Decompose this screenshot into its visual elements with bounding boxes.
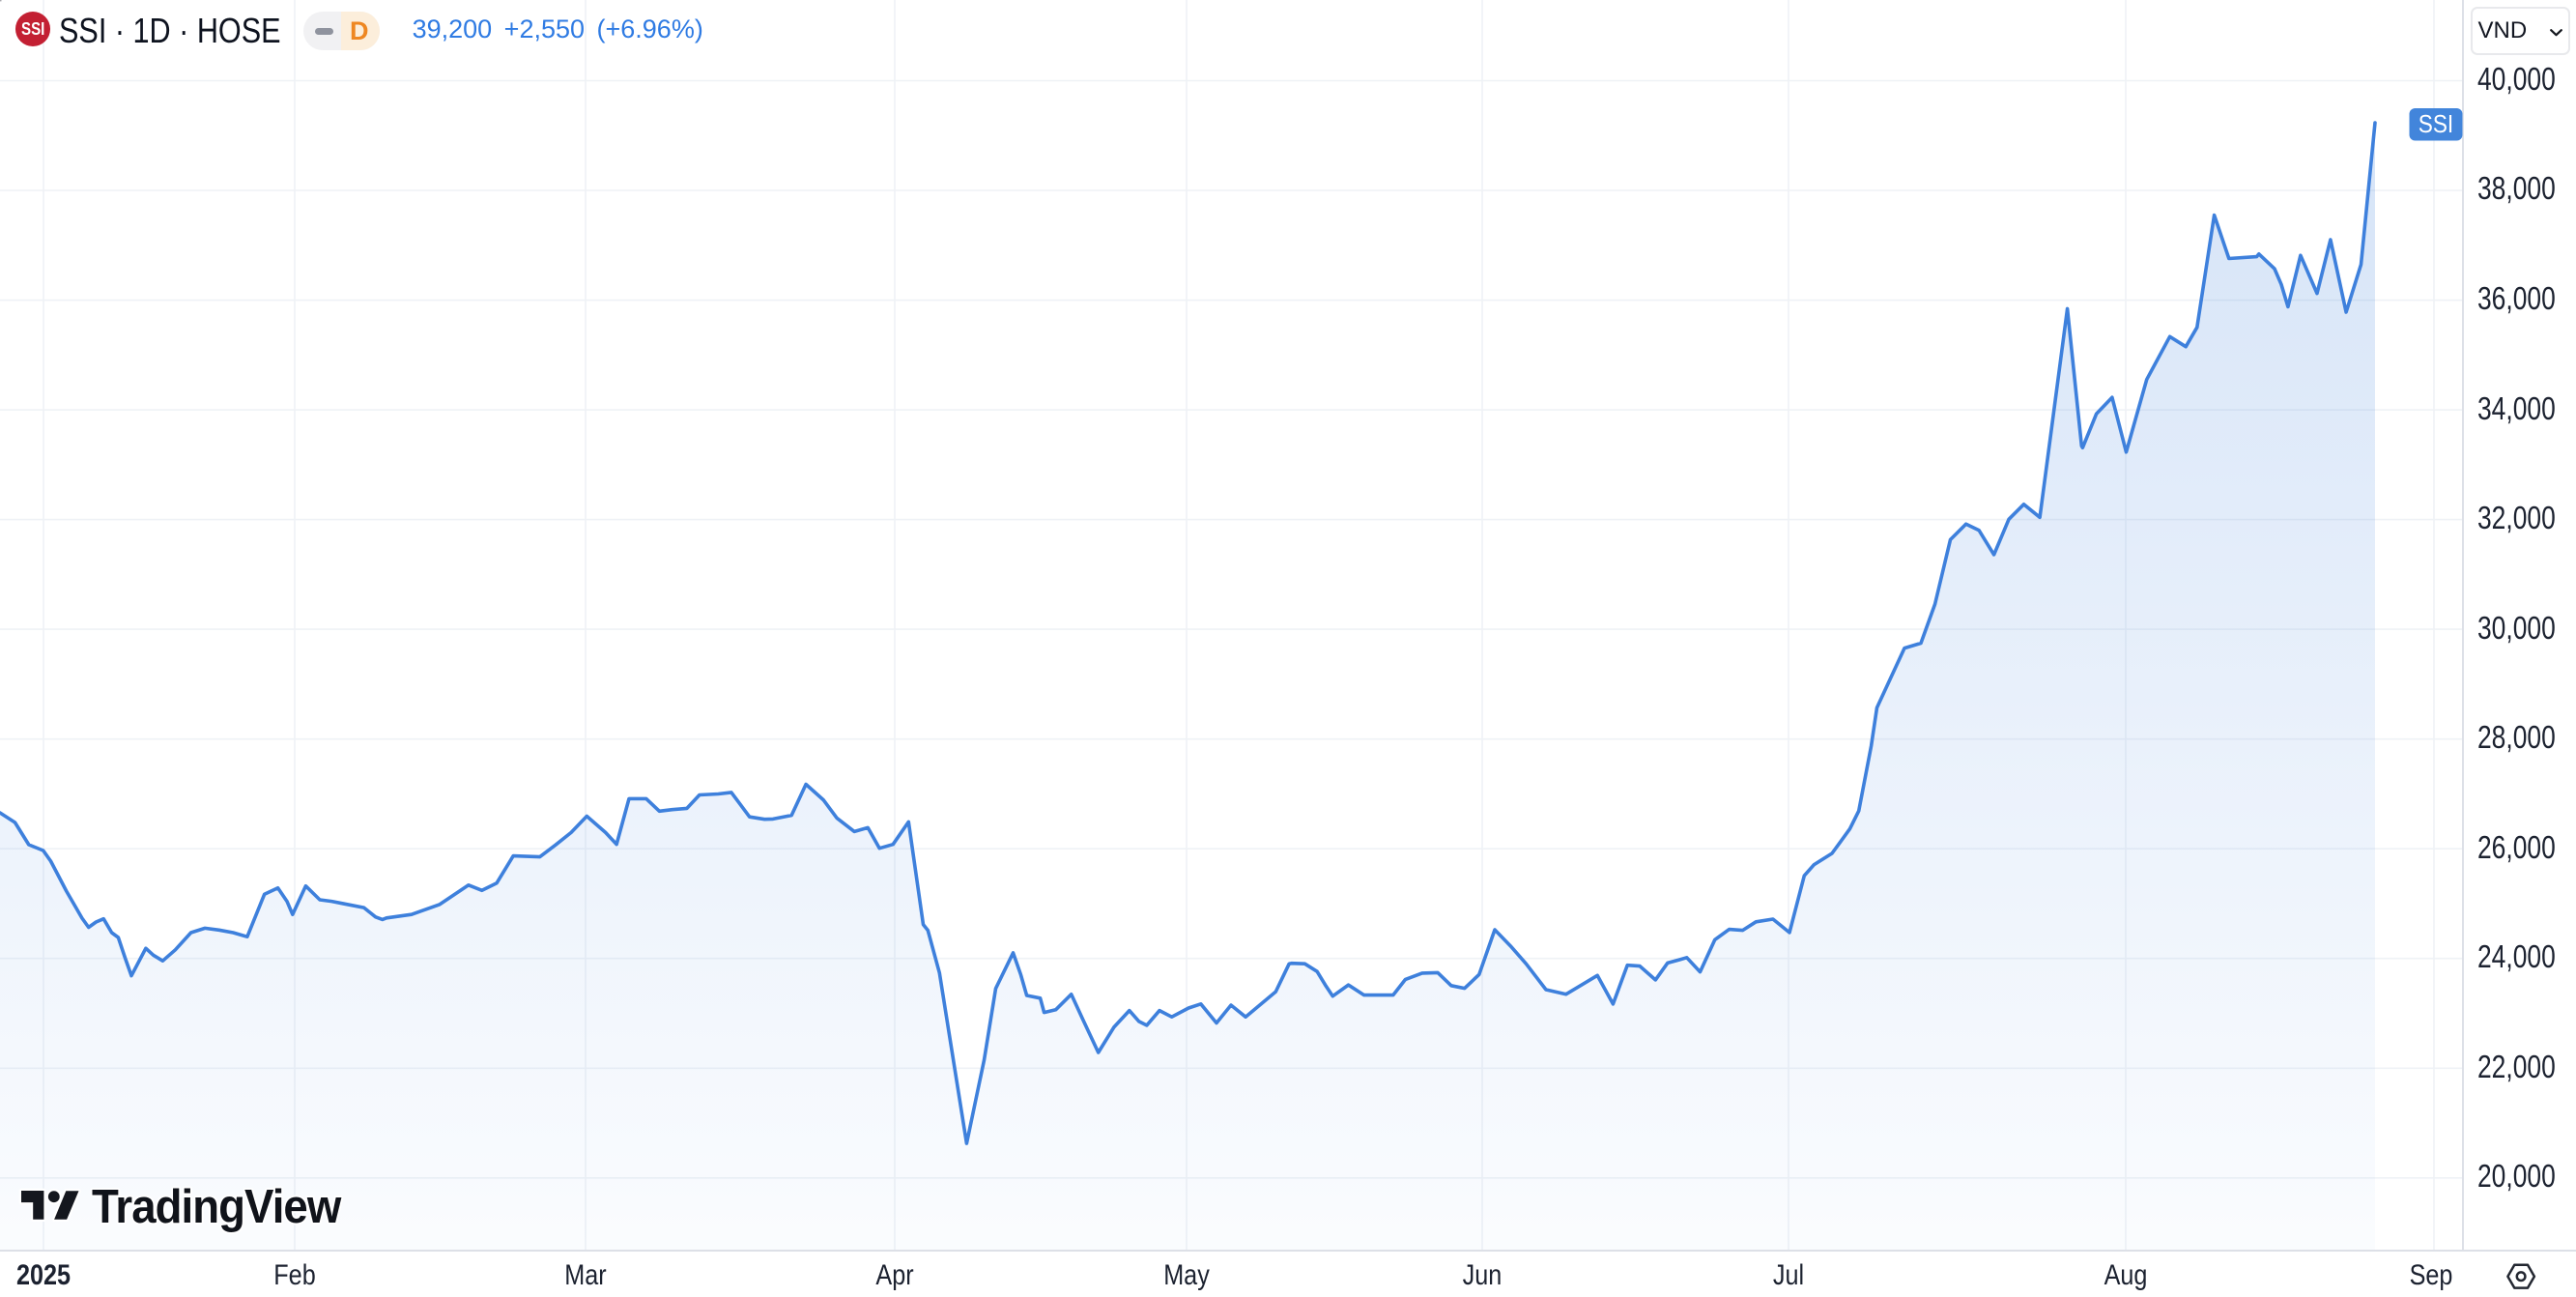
svg-text:SSI: SSI: [2419, 111, 2453, 139]
